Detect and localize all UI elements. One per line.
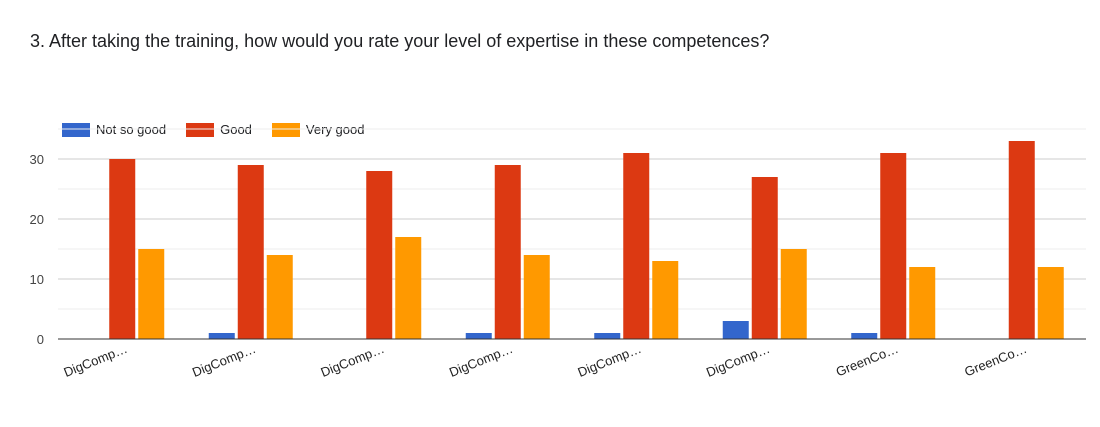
bar-very-good: [1037, 267, 1064, 339]
bar-good: [494, 165, 521, 339]
chart-title: 3. After taking the training, how would …: [30, 31, 770, 51]
x-tick-label: DigComp…: [447, 341, 515, 380]
y-tick-label: 30: [30, 152, 44, 167]
bar-good: [880, 153, 907, 339]
y-tick-label: 0: [37, 332, 44, 347]
bar-very-good: [395, 237, 422, 339]
bar-not-so-good: [594, 333, 621, 339]
bar-not-so-good: [851, 333, 878, 339]
y-tick-label: 20: [30, 212, 44, 227]
x-tick-label: DigComp…: [704, 341, 772, 380]
bar-good: [623, 153, 650, 339]
bar-very-good: [266, 255, 293, 339]
bar-good: [751, 177, 778, 339]
bar-good: [1008, 141, 1035, 339]
x-tick-label: DigComp…: [61, 341, 129, 380]
y-tick-label: 10: [30, 272, 44, 287]
bar-not-so-good: [465, 333, 492, 339]
x-tick-label: DigComp…: [575, 341, 643, 380]
x-tick-label: DigComp…: [318, 341, 386, 380]
bar-good: [109, 159, 136, 339]
bar-very-good: [523, 255, 550, 339]
bar-very-good: [780, 249, 807, 339]
x-tick-label: GreenCo…: [834, 341, 901, 380]
bar-very-good: [652, 261, 679, 339]
bar-not-so-good: [722, 321, 749, 339]
bar-very-good: [138, 249, 165, 339]
x-tick-label: DigComp…: [190, 341, 258, 380]
bar-very-good: [909, 267, 936, 339]
bar-not-so-good: [208, 333, 235, 339]
x-tick-label: GreenCo…: [962, 341, 1029, 380]
bar-good: [366, 171, 393, 339]
bar-good: [237, 165, 264, 339]
